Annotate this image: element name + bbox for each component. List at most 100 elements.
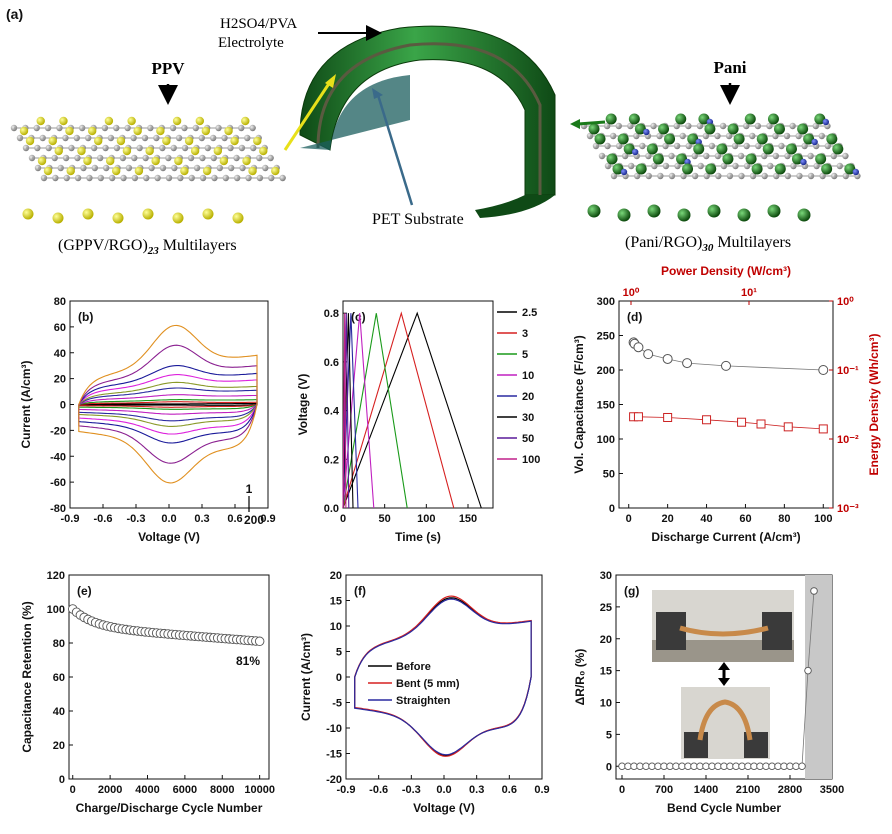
functional-atom — [23, 209, 34, 220]
functional-atom — [607, 154, 618, 165]
functional-atom — [675, 114, 686, 125]
x-tick-label: 2000 — [98, 784, 122, 796]
functional-atom — [705, 164, 716, 175]
functional-atom — [763, 144, 774, 155]
y-tick-label: 15 — [330, 596, 342, 608]
nitrogen-atom — [643, 129, 649, 135]
functional-atom — [230, 137, 238, 145]
functional-atom — [682, 164, 693, 175]
functional-atom — [648, 205, 661, 218]
retention-point — [255, 637, 264, 646]
x-tick-label: 0 — [70, 784, 76, 796]
functional-atom — [728, 124, 739, 135]
plot-frame — [69, 575, 269, 779]
functional-atom — [832, 144, 843, 155]
electrolyte-label-line1: H2SO4/PVA — [220, 16, 297, 32]
panel-label: (e) — [77, 584, 92, 598]
plot-frame — [619, 301, 833, 508]
x-axis-label: Voltage (V) — [413, 801, 475, 815]
legend-label: 20 — [522, 391, 534, 403]
functional-atom — [133, 127, 141, 135]
y-tick-label: 60 — [53, 672, 65, 684]
capacitance-point — [644, 350, 653, 359]
functional-atom — [745, 114, 756, 125]
functional-atom — [815, 154, 826, 165]
x-tick-label: -0.6 — [94, 513, 113, 525]
x-tick-label: 100 — [417, 513, 435, 525]
x-tick-label: 0.6 — [227, 513, 242, 525]
functional-atom — [653, 154, 664, 165]
functional-atom — [798, 209, 811, 222]
functional-atom — [180, 167, 188, 175]
functional-atom — [113, 213, 124, 224]
legend-label: Straighten — [396, 695, 451, 707]
functional-atom — [241, 117, 249, 125]
energy-point — [819, 425, 827, 433]
carbon-atom — [267, 155, 273, 161]
functional-atom — [49, 137, 57, 145]
functional-atom — [588, 205, 601, 218]
legend-label: Bent (5 mm) — [396, 678, 460, 690]
functional-atom — [629, 114, 640, 125]
right-tick-label: 10⁰ — [837, 296, 854, 308]
nitrogen-atom — [621, 169, 627, 175]
y-tick-label: -80 — [50, 503, 66, 515]
panel-label: (f) — [354, 584, 366, 598]
y-axis-label: ΔR/R₀ (%) — [573, 649, 587, 706]
functional-atom — [105, 117, 113, 125]
y-tick-label: 0.2 — [324, 454, 339, 466]
functional-atom — [752, 164, 763, 175]
rate-capability-chart: 020406080100050100150200250300Discharge … — [572, 264, 881, 544]
functional-atom — [259, 147, 267, 155]
bending-cv-chart: -0.9-0.6-0.30.00.30.60.9-20-15-10-505101… — [299, 570, 550, 815]
functional-atom — [117, 137, 125, 145]
capacitance-point — [722, 361, 731, 370]
functional-atom — [606, 114, 617, 125]
x-tick-label: 3500 — [820, 784, 844, 796]
x-tick-label: 10000 — [244, 784, 275, 796]
functional-atom — [123, 147, 131, 155]
y-tick-label: 150 — [597, 400, 615, 412]
y-tick-label: -20 — [50, 425, 66, 437]
functional-atom — [757, 134, 768, 145]
functional-atom — [202, 127, 210, 135]
y-tick-label: -20 — [326, 774, 342, 786]
functional-atom — [88, 127, 96, 135]
nitrogen-atom — [823, 119, 829, 125]
x-axis-label: Charge/Discharge Cycle Number — [76, 801, 263, 815]
functional-atom — [174, 157, 182, 165]
functional-atom — [248, 167, 256, 175]
x-tick-label: -0.3 — [402, 784, 421, 796]
functional-atom — [173, 117, 181, 125]
x-axis-label: Time (s) — [395, 530, 441, 544]
top-tick-label: 10¹ — [741, 287, 757, 299]
panel-label: (b) — [78, 310, 93, 324]
y-tick-label: 30 — [600, 570, 612, 582]
panel-a-label: (a) — [6, 6, 23, 22]
functional-atom — [595, 134, 606, 145]
functional-atom — [59, 117, 67, 125]
right-tick-label: 10⁻² — [837, 434, 859, 446]
y-tick-label: -10 — [326, 723, 342, 735]
cycle-retention-chart: 0200040006000800010000020406080100120Cha… — [20, 570, 275, 815]
pani-graphene-illustration — [581, 114, 861, 222]
x-tick-label: 0.3 — [194, 513, 209, 525]
x-tick-label: 2800 — [778, 784, 802, 796]
carbon-atom — [249, 125, 255, 131]
functional-atom — [55, 147, 63, 155]
energy-line — [634, 417, 824, 429]
functional-atom — [664, 134, 675, 145]
energy-point — [634, 413, 642, 421]
y-tick-label: 300 — [597, 296, 615, 308]
cv-scan-rate-chart: -0.9-0.6-0.30.00.30.60.9-80-60-40-200204… — [19, 296, 276, 544]
y-tick-label: 0.0 — [324, 503, 339, 515]
y-tick-label: -60 — [50, 477, 66, 489]
functional-atom — [37, 117, 45, 125]
y-tick-label: 0.8 — [324, 308, 339, 320]
y-tick-label: -40 — [50, 451, 66, 463]
cv-curve — [79, 404, 257, 406]
nitrogen-atom — [632, 149, 638, 155]
legend-label: 50 — [522, 433, 534, 445]
bending-cv-curve — [355, 598, 531, 756]
